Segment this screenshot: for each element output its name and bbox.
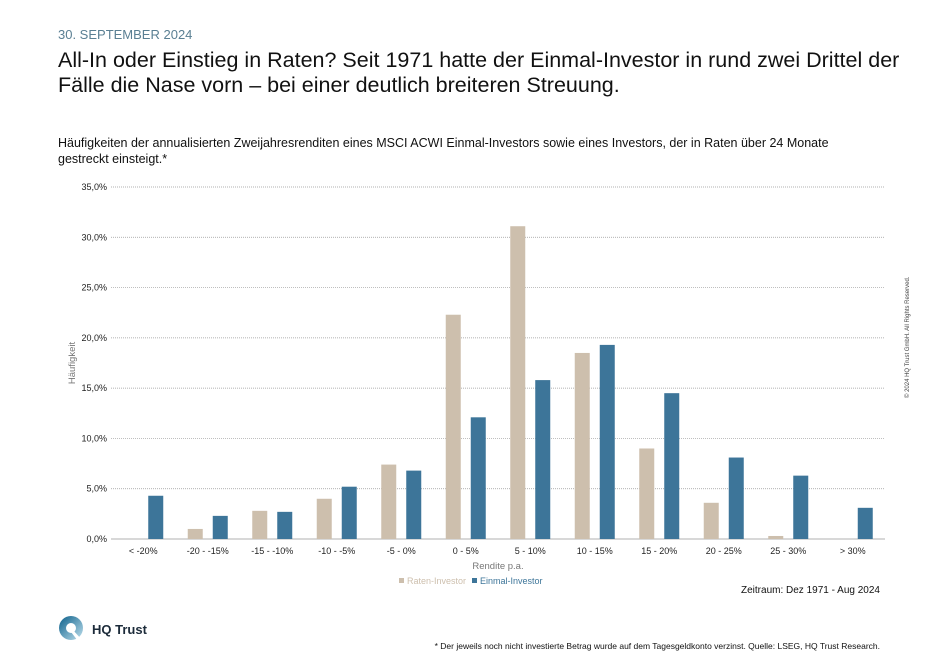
x-tick-label: < -20%	[129, 546, 158, 556]
bar-raten-investor	[445, 314, 461, 539]
bar-raten-investor	[381, 464, 397, 539]
x-tick-label: -20 - -15%	[187, 546, 229, 556]
y-axis-label: Häufigkeit	[67, 342, 78, 385]
bar-einmal-investor	[599, 344, 615, 539]
bar-raten-investor	[510, 226, 526, 540]
bar-einmal-investor	[212, 515, 228, 539]
bar-einmal-investor	[341, 486, 357, 539]
y-tick-label: 25,0%	[81, 283, 107, 293]
y-tick-label: 10,0%	[81, 433, 107, 443]
page-title: All-In oder Einstieg in Raten? Seit 1971…	[58, 48, 900, 97]
logo: HQ Trust	[58, 615, 147, 643]
x-tick-label: -15 - -10%	[251, 546, 293, 556]
bar-raten-investor	[768, 535, 784, 539]
legend-label: Einmal-Investor	[480, 576, 543, 586]
y-tick-label: 0,0%	[86, 534, 107, 544]
bar-einmal-investor	[406, 470, 422, 539]
x-tick-label: 20 - 25%	[706, 546, 742, 556]
bar-raten-investor	[316, 498, 332, 539]
bar-einmal-investor	[664, 393, 680, 539]
y-tick-label: 30,0%	[81, 232, 107, 242]
y-tick-label: 15,0%	[81, 383, 107, 393]
bar-einmal-investor	[535, 380, 551, 539]
bar-einmal-investor	[857, 507, 873, 539]
bar-einmal-investor	[728, 457, 744, 539]
x-tick-label: 25 - 30%	[770, 546, 806, 556]
date: 30. SEPTEMBER 2024	[58, 27, 193, 42]
x-tick-label: -5 - 0%	[387, 546, 416, 556]
x-tick-label: 0 - 5%	[453, 546, 479, 556]
bar-einmal-investor	[470, 417, 486, 539]
x-tick-label: 10 - 15%	[577, 546, 613, 556]
y-tick-label: 20,0%	[81, 333, 107, 343]
copyright: © 2024 HQ Trust GmbH. All Rights Reserve…	[905, 276, 911, 398]
bar-raten-investor	[639, 448, 655, 539]
bar-raten-investor	[703, 502, 719, 539]
legend-label: Raten-Investor	[407, 576, 466, 586]
bar-einmal-investor	[793, 475, 809, 539]
period-label: Zeitraum: Dez 1971 - Aug 2024	[741, 585, 880, 596]
logo-text: HQ Trust	[92, 621, 147, 637]
legend-swatch	[472, 578, 477, 583]
x-axis-label: Rendite p.a.	[472, 561, 523, 572]
x-tick-label: 5 - 10%	[515, 546, 546, 556]
x-tick-label: 15 - 20%	[641, 546, 677, 556]
bar-einmal-investor	[277, 511, 293, 539]
y-tick-label: 35,0%	[81, 182, 107, 192]
chart-subtitle: Häufigkeiten der annualisierten Zweijahr…	[58, 136, 829, 166]
bar-raten-investor	[187, 528, 203, 539]
footnote: * Der jeweils noch nicht investierte Bet…	[434, 641, 880, 651]
bar-raten-investor	[252, 510, 268, 539]
bar-raten-investor	[574, 352, 590, 539]
x-tick-label: -10 - -5%	[318, 546, 355, 556]
legend-swatch	[399, 578, 404, 583]
x-tick-label: > 30%	[840, 546, 866, 556]
logo-icon	[59, 616, 83, 641]
bar-einmal-investor	[148, 495, 164, 539]
y-tick-label: 5,0%	[86, 484, 107, 494]
